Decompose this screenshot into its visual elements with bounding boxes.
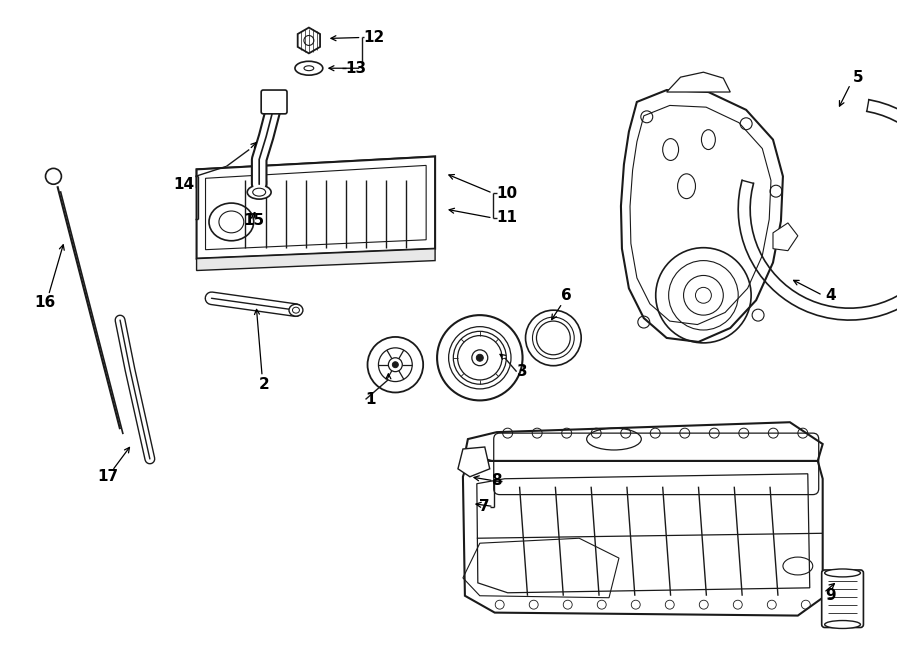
Circle shape xyxy=(437,315,523,401)
Circle shape xyxy=(526,310,581,366)
Text: 16: 16 xyxy=(34,295,56,310)
Circle shape xyxy=(367,337,423,393)
Ellipse shape xyxy=(289,304,303,316)
Text: 9: 9 xyxy=(825,588,836,603)
Polygon shape xyxy=(465,422,823,461)
Circle shape xyxy=(392,362,399,368)
Circle shape xyxy=(476,354,483,362)
Text: 2: 2 xyxy=(259,377,269,392)
Polygon shape xyxy=(196,157,435,258)
Text: 14: 14 xyxy=(174,176,194,192)
Ellipse shape xyxy=(824,569,860,577)
Ellipse shape xyxy=(824,621,860,629)
FancyBboxPatch shape xyxy=(261,90,287,114)
Polygon shape xyxy=(463,461,823,615)
Text: 3: 3 xyxy=(517,364,527,379)
Polygon shape xyxy=(458,447,490,477)
FancyBboxPatch shape xyxy=(822,570,863,627)
Ellipse shape xyxy=(209,203,254,241)
Polygon shape xyxy=(773,223,797,251)
Text: 5: 5 xyxy=(852,69,863,85)
Polygon shape xyxy=(298,28,320,54)
Text: 10: 10 xyxy=(497,186,518,201)
Text: 12: 12 xyxy=(364,30,385,45)
Text: 1: 1 xyxy=(365,392,376,407)
Text: 7: 7 xyxy=(479,499,490,514)
Text: 15: 15 xyxy=(243,214,265,229)
Text: 13: 13 xyxy=(346,61,367,76)
Text: 11: 11 xyxy=(497,210,518,225)
Ellipse shape xyxy=(295,61,323,75)
Text: 17: 17 xyxy=(97,469,118,485)
Ellipse shape xyxy=(248,185,271,199)
Text: 8: 8 xyxy=(491,473,501,488)
Polygon shape xyxy=(196,249,435,270)
Polygon shape xyxy=(667,72,730,92)
Polygon shape xyxy=(196,157,435,187)
Polygon shape xyxy=(621,90,783,342)
Text: 6: 6 xyxy=(561,288,572,303)
Text: 4: 4 xyxy=(825,288,836,303)
